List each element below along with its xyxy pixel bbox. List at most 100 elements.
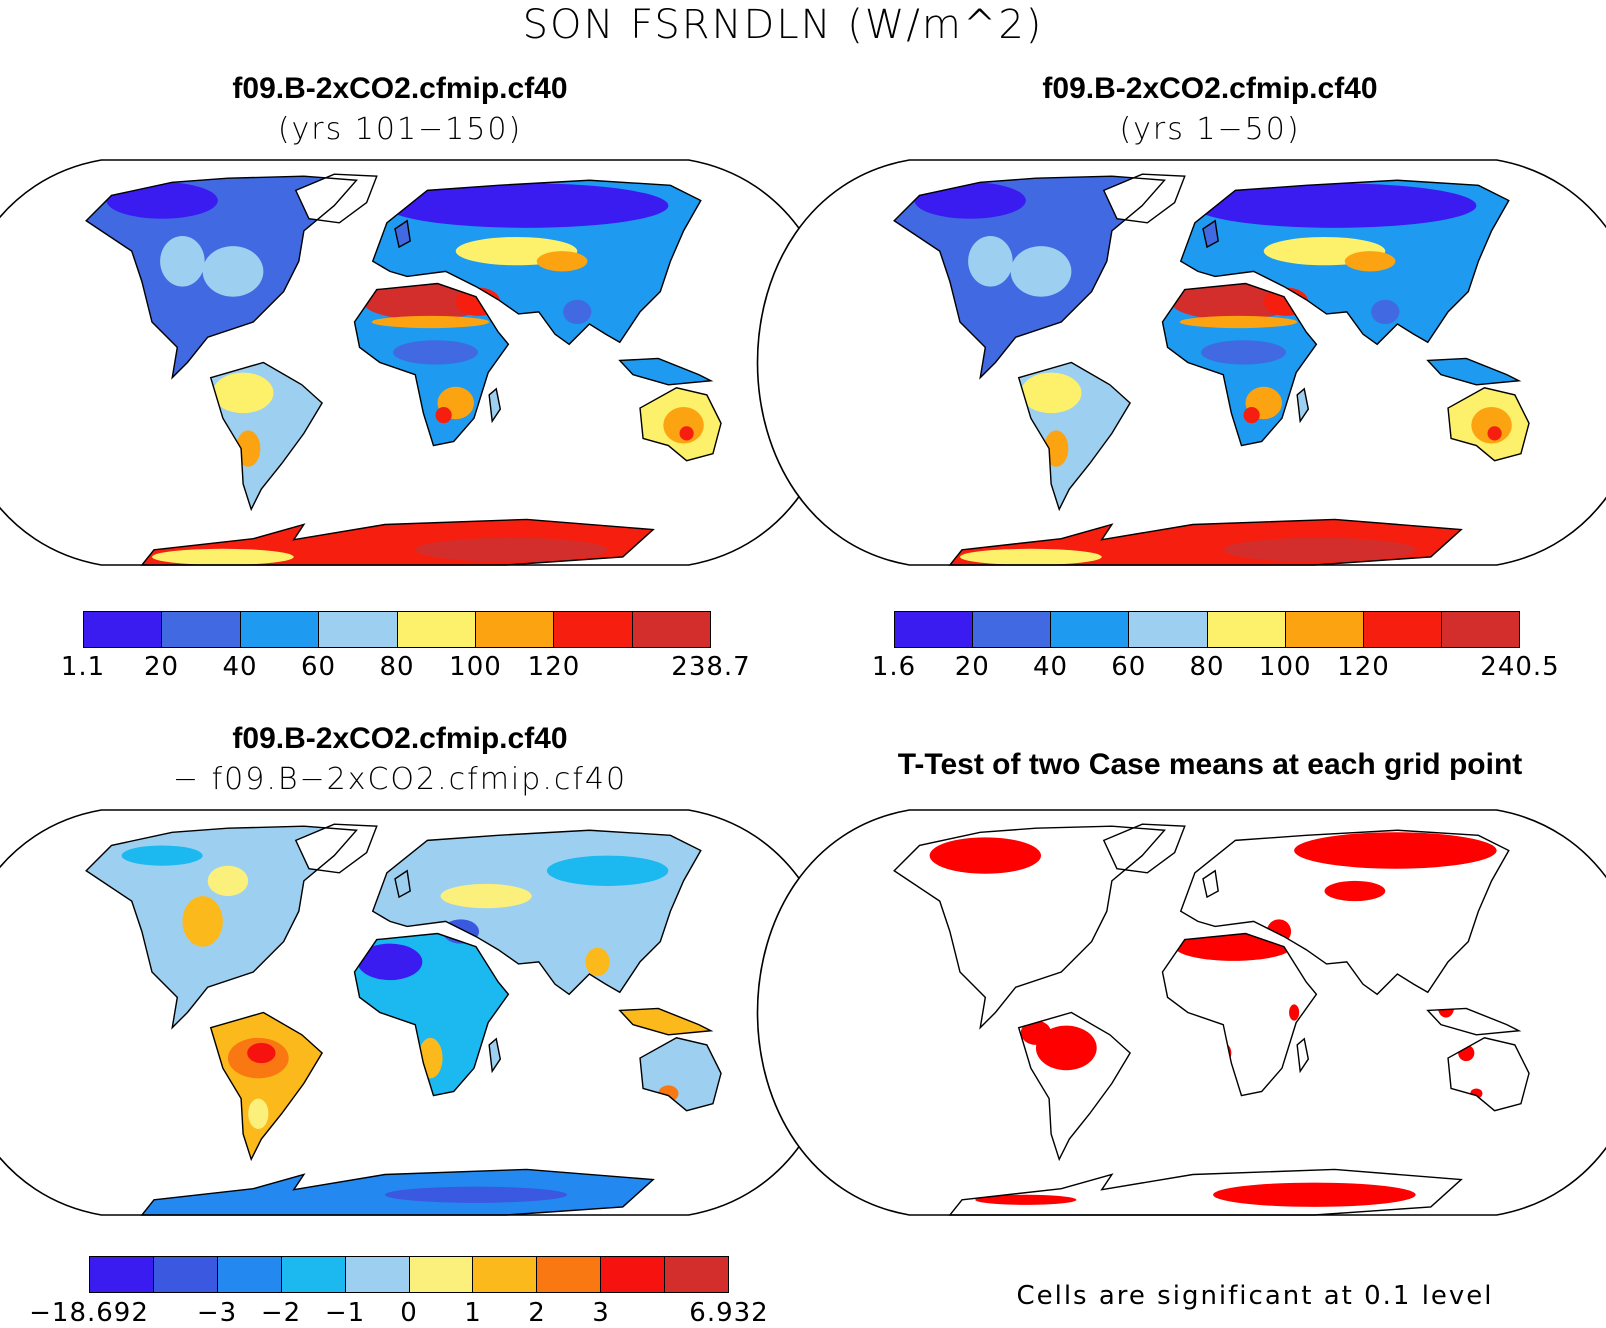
field-patch (1294, 832, 1497, 868)
field-patch (182, 896, 223, 947)
field-patch (537, 251, 588, 271)
significance-note: Cells are significant at 0.1 level (960, 1281, 1550, 1311)
field-patch (122, 845, 203, 865)
colorbar-swatch (346, 1257, 410, 1292)
colorbar-swatch (554, 612, 632, 647)
panel-1-map (0, 160, 790, 565)
colorbar-swatch (633, 612, 710, 647)
colorbar-swatch (90, 1257, 154, 1292)
colorbar-swatch (319, 612, 397, 647)
colorbar-swatch (895, 612, 973, 647)
panel-3-title: f09.B-2xCO2.cfmip.cf40 (140, 722, 660, 756)
field-patch (441, 884, 532, 908)
colorbar-tick-label: 80 (379, 652, 414, 682)
panel-3-colorbar (89, 1256, 729, 1293)
colorbar-swatch (476, 612, 554, 647)
field-patch (1244, 407, 1260, 423)
panel-2-subtitle: (yrs 1−50) (950, 112, 1470, 147)
colorbar-tick-label: 120 (528, 652, 581, 682)
colorbar-tick-label: −2 (261, 1298, 301, 1328)
colorbar-swatch (473, 1257, 537, 1292)
colorbar-tick-label: 1.1 (61, 652, 105, 682)
field-patch (393, 340, 478, 364)
colorbar-swatch (410, 1257, 474, 1292)
field-patch (680, 426, 694, 440)
colorbar-tick-label: 238.7 (671, 652, 750, 682)
field-patch (248, 1099, 268, 1129)
figure-title: SON FSRNDLN (W/m^2) (0, 2, 1566, 48)
colorbar-tick-label: 40 (1033, 652, 1068, 682)
colorbar-tick-label: 20 (144, 652, 179, 682)
field-patch (1223, 538, 1415, 562)
field-patch (527, 907, 588, 935)
colorbar-swatch (1129, 612, 1207, 647)
colorbar-swatch (398, 612, 476, 647)
field-patch (563, 300, 591, 324)
colorbar-tick-label: 120 (1337, 652, 1390, 682)
colorbar-tick-label: 40 (222, 652, 257, 682)
field-patch (385, 1187, 567, 1203)
field-patch (1201, 340, 1286, 364)
field-patch (1180, 316, 1297, 328)
colorbar-swatch (1051, 612, 1129, 647)
colorbar-swatch (84, 612, 162, 647)
colorbar-tick-label: 240.5 (1480, 652, 1559, 682)
colorbar-swatch (1208, 612, 1286, 647)
field-patch (960, 549, 1102, 565)
panel-1-subtitle: (yrs 101−150) (140, 112, 660, 147)
field-patch (1345, 251, 1396, 271)
colorbar-swatch (154, 1257, 218, 1292)
panel-3-map (0, 810, 790, 1215)
field-patch (213, 373, 274, 414)
colorbar-tick-label: 2 (528, 1298, 546, 1328)
panel-2-title: f09.B-2xCO2.cfmip.cf40 (950, 72, 1470, 106)
field-patch (968, 236, 1013, 287)
colorbar-swatch (973, 612, 1051, 647)
colorbar-swatch (1442, 612, 1519, 647)
field-patch (247, 1043, 275, 1063)
colorbar-swatch (665, 1257, 728, 1292)
field-patch (585, 948, 609, 976)
colorbar-tick-label: 6.932 (689, 1298, 768, 1328)
colorbar-swatch (1286, 612, 1364, 647)
colorbar-tick-label: 1 (464, 1298, 482, 1328)
panel-4-map (808, 810, 1598, 1215)
colorbar-tick-label: 100 (449, 652, 502, 682)
colorbar-tick-label: −3 (197, 1298, 237, 1328)
colorbar-swatch (601, 1257, 665, 1292)
panel-1-title: f09.B-2xCO2.cfmip.cf40 (140, 72, 660, 106)
colorbar-tick-label: 0 (400, 1298, 418, 1328)
colorbar-swatch (218, 1257, 282, 1292)
colorbar-tick-label: 100 (1259, 652, 1312, 682)
colorbar-swatch (162, 612, 240, 647)
panel-2-map (808, 160, 1598, 565)
field-patch (415, 538, 607, 562)
field-patch (208, 866, 249, 896)
colorbar-swatch (1364, 612, 1442, 647)
field-patch (1371, 300, 1399, 324)
field-patch (1325, 881, 1386, 901)
colorbar-tick-label: −18.692 (29, 1298, 149, 1328)
field-patch (1021, 373, 1082, 414)
field-patch (1488, 426, 1502, 440)
colorbar-tick-label: −1 (325, 1298, 365, 1328)
colorbar-swatch (241, 612, 319, 647)
field-patch (160, 236, 205, 287)
field-patch (372, 316, 489, 328)
colorbar-tick-label: 20 (955, 652, 990, 682)
colorbar-tick-label: 60 (1111, 652, 1146, 682)
field-patch (152, 549, 294, 565)
panel-3-subtitle: − f09.B−2xCO2.cfmip.cf40 (110, 762, 690, 797)
colorbar-tick-label: 80 (1189, 652, 1224, 682)
panel-1-colorbar (83, 611, 711, 648)
field-patch (1011, 246, 1072, 297)
field-patch (930, 837, 1041, 873)
colorbar-tick-label: 3 (592, 1298, 610, 1328)
field-patch (1213, 1183, 1416, 1207)
colorbar-swatch (537, 1257, 601, 1292)
colorbar-swatch (282, 1257, 346, 1292)
field-patch (203, 246, 264, 297)
colorbar-tick-label: 60 (301, 652, 336, 682)
field-patch (1289, 1004, 1299, 1020)
field-patch (547, 856, 669, 886)
